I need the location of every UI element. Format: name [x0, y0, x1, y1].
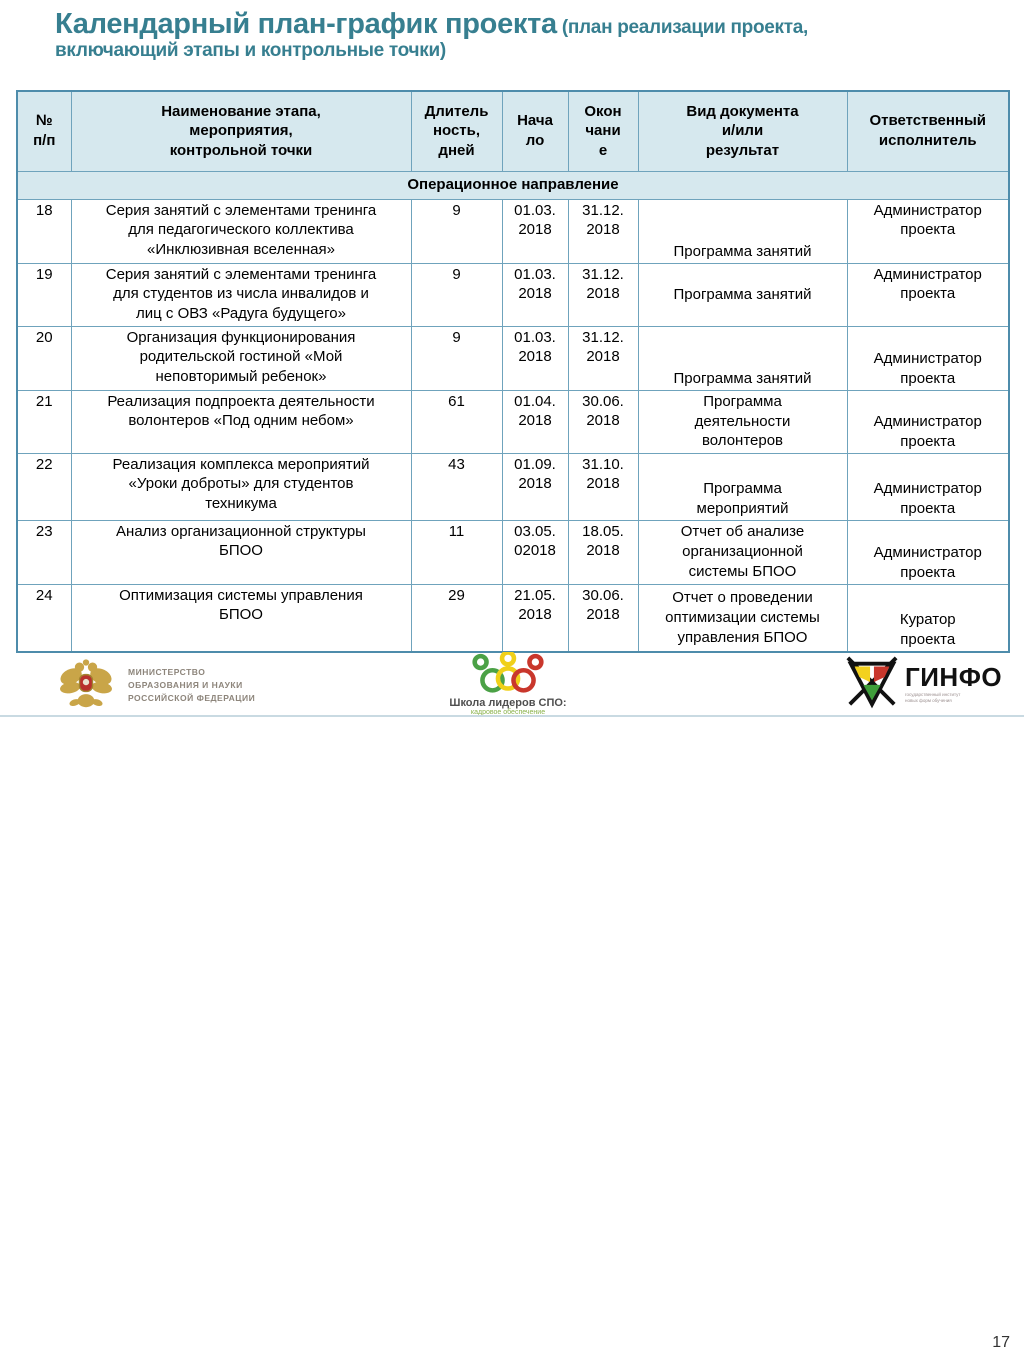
- cell-start: 01.03. 2018: [501, 198, 569, 264]
- slide-title: Календарный план-график проекта (план ре…: [55, 8, 930, 62]
- section-row: Операционное направление: [16, 170, 1010, 200]
- ginfo-name: ГИНФО: [905, 662, 1003, 692]
- ginfo-logo: ГИНФО государственный институт новых фор…: [843, 654, 1002, 715]
- cell-duration: 11: [410, 519, 503, 585]
- school-leaders-logo: Школа лидеров СПО: кадровое обеспечение: [428, 650, 588, 716]
- cell-document: Программа мероприятий: [637, 452, 848, 521]
- cell-name: Организация функционирования родительско…: [70, 325, 412, 391]
- cell-document: Программа занятий: [637, 198, 848, 264]
- cell-responsible: Администратор проекта: [846, 519, 1010, 585]
- school-leaders-subtitle: кадровое обеспечение: [470, 709, 546, 716]
- table-row: 18 Серия занятий с элементами тренинга д…: [16, 198, 1010, 264]
- cell-responsible: Администратор проекта: [846, 389, 1010, 454]
- ministry-logo: МИНИСТЕРСТВО ОБРАЗОВАНИЯ И НАУКИ РОССИЙС…: [58, 656, 255, 715]
- col-header-document: Вид документа и/или результат: [637, 90, 848, 172]
- cell-end: 18.05. 2018: [567, 519, 639, 585]
- table-row: 20 Организация функционирования родитель…: [16, 325, 1010, 391]
- cell-end: 31.10. 2018: [567, 452, 639, 521]
- cell-start: 01.09. 2018: [501, 452, 569, 521]
- cell-num: 24: [16, 583, 72, 653]
- cell-name: Серия занятий с элементами тренинга для …: [70, 262, 412, 327]
- cell-responsible: Администратор проекта: [846, 198, 1010, 264]
- ginfo-tagline: государственный институт новых форм обуч…: [905, 692, 961, 704]
- cell-responsible: Куратор проекта: [846, 583, 1010, 653]
- cell-num: 21: [16, 389, 72, 454]
- cell-duration: 9: [410, 262, 503, 327]
- footer: МИНИСТЕРСТВО ОБРАЗОВАНИЯ И НАУКИ РОССИЙС…: [0, 650, 1024, 1351]
- slide-title-sub: (план реализации проекта, включающий эта…: [55, 17, 809, 62]
- page-number: 17: [992, 1334, 1010, 1351]
- school-leaders-logo-icon: [453, 650, 563, 698]
- cell-start: 01.04. 2018: [501, 389, 569, 454]
- cell-end: 31.12. 2018: [567, 325, 639, 391]
- cell-document: Программа занятий: [637, 325, 848, 391]
- cell-duration: 29: [410, 583, 503, 653]
- cell-responsible: Администратор проекта: [846, 452, 1010, 521]
- table-row: 21 Реализация подпроекта деятельности во…: [16, 389, 1010, 454]
- cell-document: Программа занятий: [637, 262, 848, 327]
- col-header-start: Нача ло: [501, 90, 569, 172]
- cell-document: Отчет об анализе организационной системы…: [637, 519, 848, 585]
- cell-duration: 61: [410, 389, 503, 454]
- cell-num: 22: [16, 452, 72, 521]
- cell-end: 31.12. 2018: [567, 198, 639, 264]
- schedule-table: № п/п Наименование этапа, мероприятия, к…: [16, 90, 1010, 653]
- cell-duration: 9: [410, 325, 503, 391]
- ministry-label: МИНИСТЕРСТВО ОБРАЗОВАНИЯ И НАУКИ РОССИЙС…: [128, 667, 256, 703]
- cell-start: 01.03. 2018: [501, 325, 569, 391]
- cell-name: Анализ организационной структуры БПОО: [70, 519, 412, 585]
- ginfo-text: ГИНФО государственный институт новых фор…: [905, 664, 1002, 705]
- col-header-end: Окон чани е: [567, 90, 639, 172]
- cell-end: 31.12. 2018: [567, 262, 639, 327]
- cell-end: 30.06. 2018: [567, 583, 639, 653]
- cell-name: Серия занятий с элементами тренинга для …: [70, 198, 412, 264]
- bottom-divider: [0, 715, 1024, 717]
- cell-document: Программа деятельности волонтеров: [637, 389, 848, 454]
- cell-duration: 43: [410, 452, 503, 521]
- cell-document: Отчет о проведении оптимизации системы у…: [637, 583, 848, 653]
- cell-duration: 9: [410, 198, 503, 264]
- cell-start: 03.05. 02018: [501, 519, 569, 585]
- cell-num: 23: [16, 519, 72, 585]
- table-row: 22 Реализация комплекса мероприятий «Уро…: [16, 452, 1010, 521]
- cell-start: 01.03. 2018: [501, 262, 569, 327]
- header-row: № п/п Наименование этапа, мероприятия, к…: [16, 90, 1010, 172]
- cell-num: 20: [16, 325, 72, 391]
- cell-end: 30.06. 2018: [567, 389, 639, 454]
- school-leaders-title: Школа лидеров СПО:: [449, 697, 567, 709]
- cell-name: Реализация комплекса мероприятий «Уроки …: [70, 452, 412, 521]
- cell-name: Оптимизация системы управления БПОО: [70, 583, 412, 653]
- slide-title-main: Календарный план-график проекта: [55, 8, 557, 40]
- cell-num: 18: [16, 198, 72, 264]
- col-header-name: Наименование этапа, мероприятия, контрол…: [70, 90, 412, 172]
- cell-name: Реализация подпроекта деятельности волон…: [70, 389, 412, 454]
- table-row: 24 Оптимизация системы управления БПОО 2…: [16, 583, 1010, 653]
- col-header-num: № п/п: [16, 90, 72, 172]
- cell-num: 19: [16, 262, 72, 327]
- cell-responsible: Администратор проекта: [846, 325, 1010, 391]
- table-row: 19 Серия занятий с элементами тренинга д…: [16, 262, 1010, 327]
- col-header-duration: Длитель ность, дней: [410, 90, 503, 172]
- table-row: 23 Анализ организационной структуры БПОО…: [16, 519, 1010, 585]
- russia-coat-of-arms-icon: [58, 656, 114, 715]
- cell-start: 21.05. 2018: [501, 583, 569, 653]
- ginfo-logo-icon: [843, 654, 901, 715]
- section-label: Операционное направление: [16, 170, 1010, 200]
- cell-responsible: Администратор проекта: [846, 262, 1010, 327]
- col-header-responsible: Ответственный исполнитель: [846, 90, 1010, 172]
